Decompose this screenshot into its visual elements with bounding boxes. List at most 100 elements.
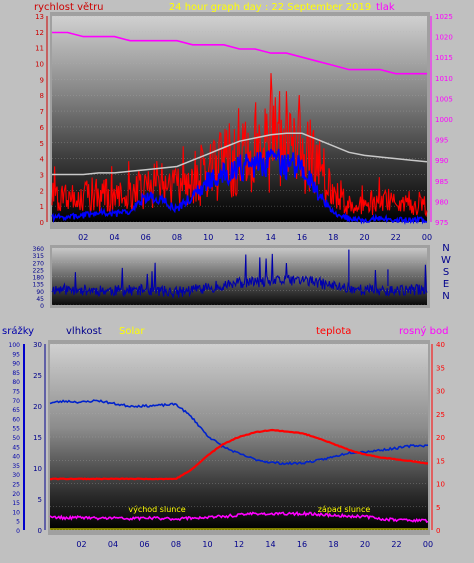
- temperature-tick-label: 30: [436, 388, 445, 396]
- wind-tick-label: 12: [35, 29, 44, 37]
- temp-x-tick-label: 00: [423, 540, 433, 549]
- pressure-tick-label: 975: [435, 219, 448, 227]
- direction-tick-label: 225: [33, 267, 45, 274]
- rain-tick-label: 20: [12, 491, 20, 498]
- humidity-tick-label: 20: [33, 403, 42, 411]
- wind-tick-label: 7: [40, 108, 44, 116]
- chart-axes: 0123456789101112139759809859909951000100…: [9, 13, 453, 549]
- temp-x-tick-label: 14: [265, 540, 275, 549]
- direction-tick-label: 45: [36, 296, 44, 303]
- compass-label: E: [443, 279, 449, 290]
- temperature-tick-label: 35: [436, 364, 445, 372]
- pressure-line: [52, 31, 427, 75]
- wind-tick-label: 8: [40, 92, 44, 100]
- dewpoint-line: [49, 510, 429, 524]
- temp-x-tick-label: 08: [171, 540, 181, 549]
- compass-label: S: [443, 267, 449, 278]
- wind-tick-label: 3: [40, 171, 44, 179]
- wind-plot-area: [52, 16, 427, 222]
- chart-labels: rychlost větru 24 hour graph day : 22 Se…: [2, 1, 448, 514]
- wind-x-tick-label: 20: [359, 233, 369, 242]
- wind-tick-label: 1: [40, 203, 44, 211]
- pressure-tick-label: 1015: [435, 54, 453, 62]
- temperature-tick-label: 15: [436, 457, 445, 465]
- wind-x-tick-label: 16: [297, 233, 307, 242]
- humidity-axis-title: vlhkost: [66, 326, 102, 337]
- compass-label: N: [442, 291, 449, 302]
- pressure-tick-label: 980: [435, 198, 448, 206]
- rain-tick-label: 60: [12, 416, 20, 423]
- wind-tick-label: 0: [40, 219, 44, 227]
- wind-low-line: [51, 148, 427, 225]
- rain-tick-label: 65: [12, 407, 20, 414]
- rain-tick-label: 100: [9, 342, 21, 349]
- chart-title: 24 hour graph day : 22 September 2019: [169, 2, 371, 13]
- rain-axis-title: srážky: [2, 325, 34, 337]
- sunrise-annotation: východ slunce: [128, 505, 185, 514]
- rain-tick-label: 75: [12, 389, 20, 396]
- rain-tick-label: 85: [12, 370, 20, 377]
- temperature-tick-label: 10: [436, 481, 445, 489]
- solar-axis-title: Solar: [119, 326, 145, 337]
- rain-tick-label: 90: [12, 361, 20, 368]
- wind-x-tick-label: 04: [109, 233, 119, 242]
- direction-tick-label: 90: [36, 289, 44, 296]
- rain-tick-label: 50: [12, 435, 20, 442]
- wind-x-tick-label: 02: [78, 233, 88, 242]
- direction-tick-label: 180: [33, 275, 45, 282]
- pressure-tick-label: 985: [435, 178, 448, 186]
- pressure-tick-label: 995: [435, 137, 448, 145]
- wind-tick-label: 11: [35, 45, 44, 53]
- wind-tick-label: 10: [35, 61, 44, 69]
- temperature-tick-label: 5: [436, 504, 440, 512]
- humidity-line: [49, 399, 429, 466]
- wind-x-tick-label: 22: [391, 233, 401, 242]
- direction-tick-label: 315: [33, 253, 45, 260]
- wind-x-tick-label: 18: [328, 233, 338, 242]
- pressure-tick-label: 1010: [435, 75, 453, 83]
- wind-speed-line: [51, 73, 428, 218]
- temperature-tick-label: 25: [436, 411, 445, 419]
- pressure-axis-title: tlak: [376, 2, 395, 13]
- humidity-tick-label: 10: [33, 465, 42, 473]
- temp-x-tick-label: 02: [76, 540, 86, 549]
- temp-x-tick-label: 18: [328, 540, 338, 549]
- wind-tick-label: 5: [40, 140, 44, 148]
- rain-tick-label: 80: [12, 379, 20, 386]
- temperature-tick-label: 20: [436, 434, 445, 442]
- rain-tick-label: 5: [16, 519, 20, 526]
- rain-tick-label: 35: [12, 463, 20, 470]
- rain-tick-label: 70: [12, 398, 20, 405]
- rain-tick-label: 15: [12, 500, 20, 507]
- compass-label: N: [442, 243, 449, 254]
- rain-tick-label: 0: [16, 528, 20, 535]
- pressure-tick-label: 1020: [435, 34, 453, 42]
- direction-tick-label: 360: [33, 246, 45, 253]
- wind-x-tick-label: 06: [141, 233, 151, 242]
- wind-tick-label: 9: [40, 76, 44, 84]
- wind-average-line: [52, 132, 428, 176]
- direction-tick-label: 270: [33, 260, 45, 267]
- temperature-tick-label: 40: [436, 341, 445, 349]
- direction-tick-label: 0: [40, 303, 44, 310]
- humidity-tick-label: 25: [33, 372, 42, 380]
- rain-tick-label: 40: [12, 454, 20, 461]
- wind-x-tick-label: 00: [422, 233, 432, 242]
- wind-direction-line: [51, 253, 428, 300]
- wind-tick-label: 6: [40, 124, 45, 132]
- temp-x-tick-label: 04: [108, 540, 118, 549]
- pressure-tick-label: 1000: [435, 116, 453, 124]
- wind-x-tick-label: 10: [203, 233, 213, 242]
- temperature-axis-title: teplota: [316, 326, 351, 337]
- humidity-tick-label: 5: [38, 496, 42, 504]
- rain-tick-label: 10: [12, 509, 20, 516]
- wind-x-tick-label: 12: [234, 233, 244, 242]
- wind-tick-label: 2: [40, 187, 44, 195]
- wind-tick-label: 4: [40, 156, 45, 164]
- dewpoint-axis-title: rosný bod: [399, 325, 448, 337]
- chart-series: [49, 31, 429, 530]
- temp-x-tick-label: 22: [391, 540, 401, 549]
- humidity-tick-label: 15: [33, 434, 42, 442]
- temperature-line: [49, 428, 428, 481]
